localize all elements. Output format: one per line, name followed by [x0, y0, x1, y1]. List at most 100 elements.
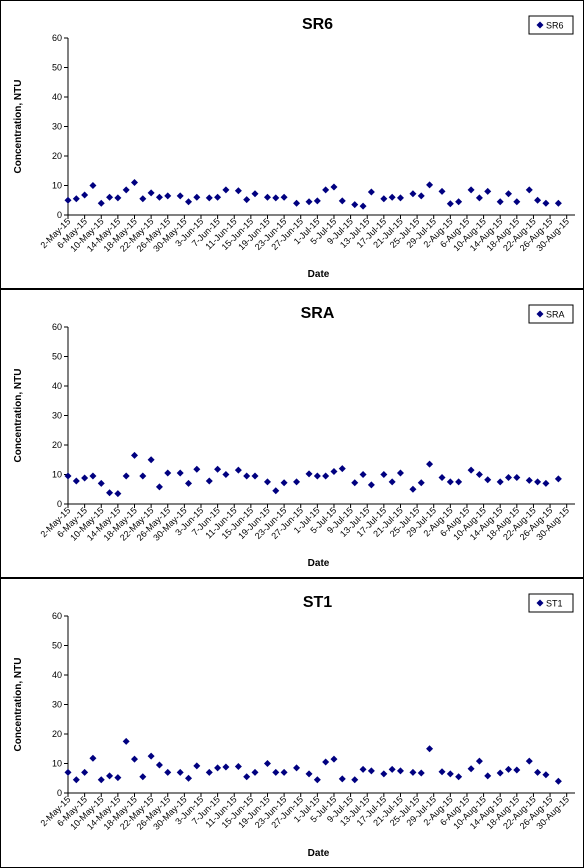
data-point — [534, 768, 542, 776]
data-point — [367, 188, 375, 196]
data-point — [338, 465, 346, 473]
data-point — [130, 451, 138, 459]
data-point — [263, 193, 271, 201]
data-point — [176, 192, 184, 200]
y-tick-label: 0 — [57, 499, 62, 509]
data-point — [475, 757, 483, 765]
data-point — [484, 187, 492, 195]
data-point — [139, 773, 147, 781]
data-point — [426, 460, 434, 468]
data-point — [243, 472, 251, 480]
data-point — [455, 773, 463, 781]
data-point — [396, 469, 404, 477]
y-tick-label: 0 — [57, 210, 62, 220]
data-point — [496, 198, 504, 206]
y-tick-label: 60 — [52, 33, 62, 43]
data-point — [446, 770, 454, 778]
data-point — [496, 769, 504, 777]
data-point — [293, 764, 301, 772]
data-point — [467, 765, 475, 773]
data-point — [426, 181, 434, 189]
data-point — [505, 473, 513, 481]
data-point — [64, 196, 72, 204]
data-point — [214, 465, 222, 473]
data-point — [396, 767, 404, 775]
data-point — [222, 763, 230, 771]
data-point — [438, 768, 446, 776]
data-point — [380, 471, 388, 478]
data-point — [542, 479, 550, 487]
legend-marker — [536, 21, 544, 29]
data-point — [438, 187, 446, 195]
data-point — [417, 192, 425, 200]
legend-box — [528, 304, 574, 324]
chart-title: SRA — [301, 305, 335, 322]
data-point — [305, 470, 313, 478]
data-point — [438, 473, 446, 481]
data-point — [106, 772, 114, 780]
y-tick-label: 50 — [52, 641, 62, 651]
y-tick-label: 30 — [52, 411, 62, 421]
data-point — [185, 479, 193, 487]
legend: ST1 — [528, 593, 574, 613]
data-point — [505, 190, 513, 198]
y-tick-label: 30 — [52, 700, 62, 710]
data-point — [243, 773, 251, 781]
data-point — [359, 202, 367, 210]
data-point — [505, 765, 513, 773]
data-point — [164, 768, 172, 776]
y-tick-label: 40 — [52, 92, 62, 102]
data-point — [114, 490, 122, 498]
data-point — [313, 197, 321, 205]
y-axis-label: Concentration, NTU — [13, 369, 24, 463]
data-point — [193, 465, 201, 473]
data-point — [155, 761, 163, 769]
legend-label: SR6 — [546, 21, 564, 31]
data-point — [72, 776, 80, 784]
data-point — [359, 471, 367, 478]
data-point — [114, 194, 122, 202]
data-point — [139, 472, 147, 480]
data-point — [147, 189, 155, 197]
data-point — [155, 193, 163, 201]
data-point — [467, 186, 475, 194]
legend-box — [528, 593, 574, 613]
data-point — [388, 765, 396, 773]
data-point — [222, 471, 230, 478]
data-point — [351, 479, 359, 487]
data-point — [446, 200, 454, 208]
data-point — [525, 476, 533, 484]
data-point — [475, 194, 483, 202]
data-point — [426, 745, 434, 753]
data-point — [72, 477, 80, 485]
data-point — [130, 179, 138, 187]
data-point — [234, 762, 242, 770]
data-point — [388, 193, 396, 201]
data-point — [409, 768, 417, 776]
legend-marker — [536, 599, 544, 607]
data-point — [513, 766, 521, 774]
legend-box — [528, 15, 574, 35]
data-point — [205, 768, 213, 776]
data-point — [280, 768, 288, 776]
data-point — [72, 195, 80, 203]
y-tick-label: 50 — [52, 63, 62, 73]
data-point — [367, 767, 375, 775]
data-point — [554, 475, 562, 483]
data-point — [380, 770, 388, 778]
data-point — [272, 194, 280, 202]
data-point — [280, 193, 288, 201]
data-point — [351, 201, 359, 209]
chart-panel-sra: SRA Concentration, NTU Date 0 10 20 30 40 50 60 2-… — [0, 289, 584, 578]
data-point — [338, 775, 346, 783]
data-point — [97, 776, 105, 784]
data-point — [475, 471, 483, 478]
legend: SRA — [528, 304, 574, 324]
data-point — [417, 769, 425, 777]
y-tick-label: 60 — [52, 611, 62, 621]
data-point — [367, 481, 375, 489]
data-point — [484, 772, 492, 780]
y-tick-label: 60 — [52, 322, 62, 332]
